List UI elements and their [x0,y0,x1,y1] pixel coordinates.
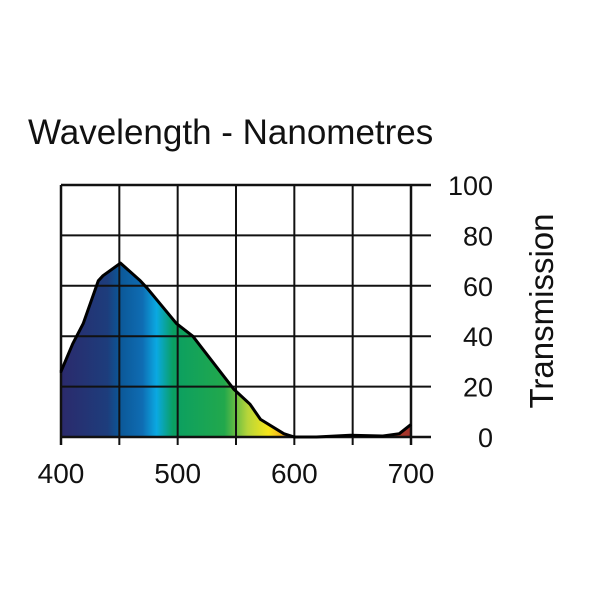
y-tick-label: 40 [463,322,493,352]
x-tick-label: 400 [38,458,85,489]
y-tick-label: 100 [448,171,493,201]
x-tick-label: 600 [271,458,318,489]
y-tick-label: 80 [463,221,493,251]
y-tick-label: 0 [478,423,493,453]
y-tick-label: 20 [463,373,493,403]
chart-title: Wavelength - Nanometres [28,113,433,152]
x-tick-label: 500 [154,458,201,489]
y-axis-label: Transmission [523,214,560,409]
y-tick-label: 60 [463,272,493,302]
x-tick-label: 700 [388,458,435,489]
transmission-curve [59,261,412,439]
transmission-area [61,263,411,437]
